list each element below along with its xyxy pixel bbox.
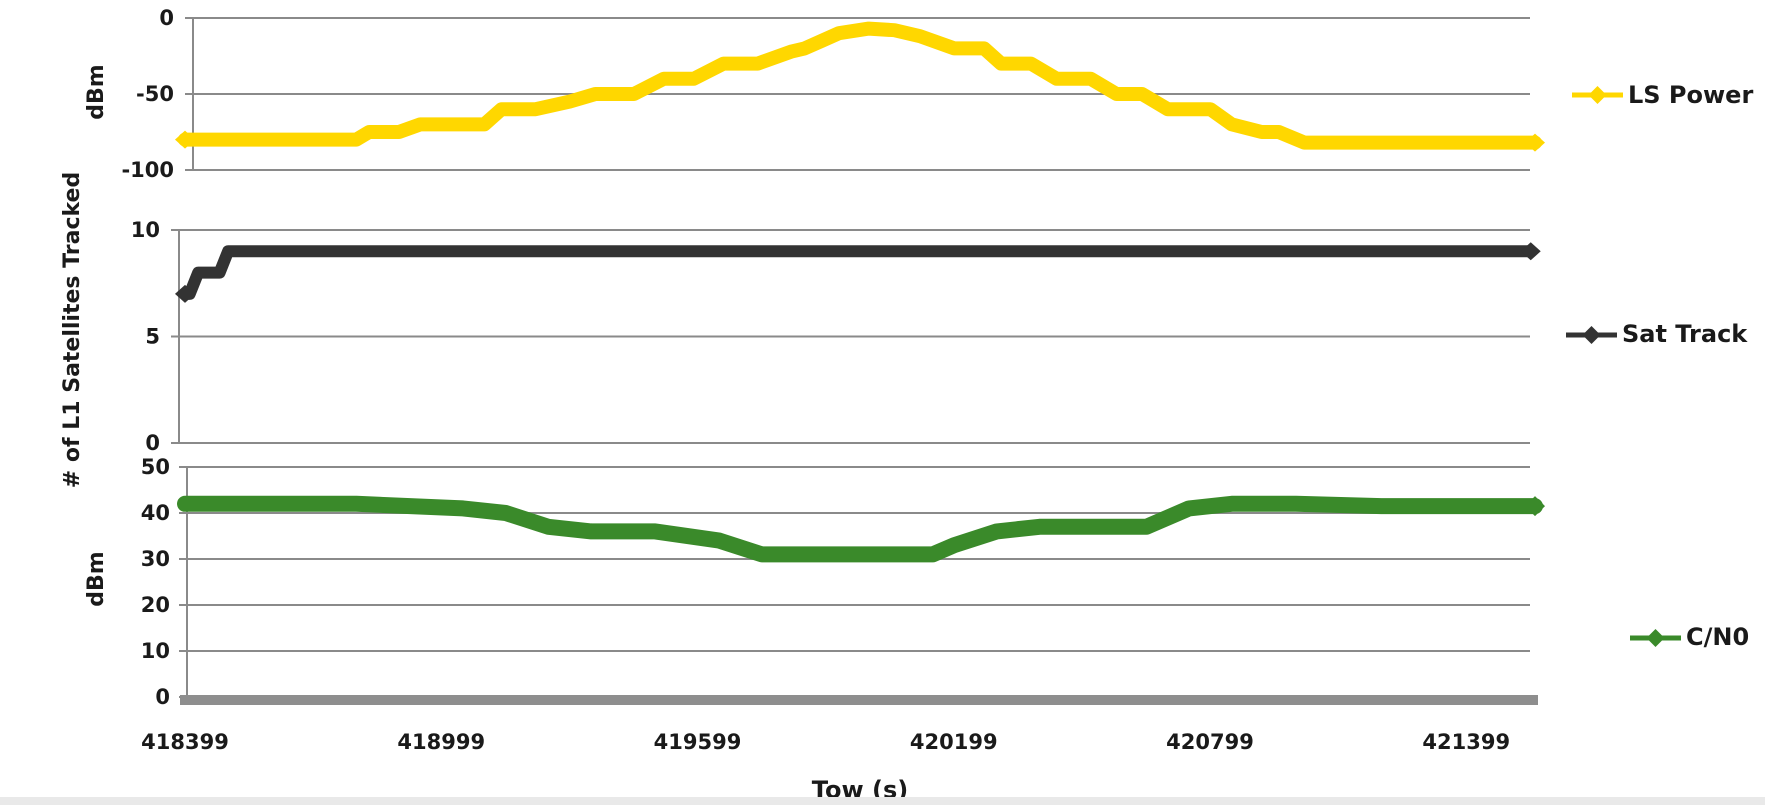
legend-cn0-label: C/N0 <box>1686 623 1749 651</box>
cn0-ytick-label: 10 <box>141 639 170 663</box>
ls-power-ytick-label: -50 <box>136 82 174 106</box>
cn0-ytick-label: 50 <box>141 455 170 479</box>
ls-power-point-marker <box>1525 133 1545 152</box>
cn0-series-line <box>177 495 1543 563</box>
legend-ls-power-label: LS Power <box>1628 81 1753 109</box>
sat-track-ytick-label: 5 <box>145 325 160 349</box>
cn0-point-marker <box>1525 496 1545 517</box>
x-tick-label: 418399 <box>141 730 229 754</box>
sat-track-panel: # of L1 Satellites Tracked Sat Track 10 5… <box>60 172 1748 488</box>
legend-ls-power-marker <box>1588 86 1607 104</box>
cn0-ytick-label: 0 <box>155 685 170 709</box>
x-axis-bar <box>180 695 1538 705</box>
sat-track-series-line <box>179 245 1537 300</box>
x-tick-label: 419599 <box>654 730 742 754</box>
sat-track-point-marker <box>175 284 195 303</box>
sat-track-ytick-label: 0 <box>145 431 160 455</box>
ls-power-ytick-label: 0 <box>159 6 174 30</box>
legend-sat-track-label: Sat Track <box>1622 320 1748 348</box>
x-tick-label: 420799 <box>1166 730 1254 754</box>
sat-track-ylabel: # of L1 Satellites Tracked <box>60 172 85 488</box>
ls-power-point-marker <box>175 130 195 149</box>
x-tick-label: 421399 <box>1422 730 1510 754</box>
x-tick-label: 418999 <box>397 730 485 754</box>
sat-track-point-marker <box>1520 242 1541 261</box>
ls-power-panel: dBm LS Power 0 -50 -100 <box>84 6 1753 182</box>
footer-strip <box>0 797 1765 805</box>
legend-sat-track-marker <box>1582 326 1601 344</box>
ls-power-ytick-label: -100 <box>121 158 174 182</box>
sat-track-ytick-label: 10 <box>131 218 160 242</box>
cn0-ytick-label: 20 <box>141 593 170 617</box>
legend-cn0-marker <box>1646 629 1665 647</box>
ls-power-series-line <box>178 21 1542 150</box>
cn0-ylabel: dBm <box>84 551 109 606</box>
x-tick-label: 420199 <box>910 730 998 754</box>
cn0-ytick-label: 40 <box>141 501 170 525</box>
ls-power-ylabel: dBm <box>84 64 109 119</box>
cn0-ytick-label: 30 <box>141 547 170 571</box>
